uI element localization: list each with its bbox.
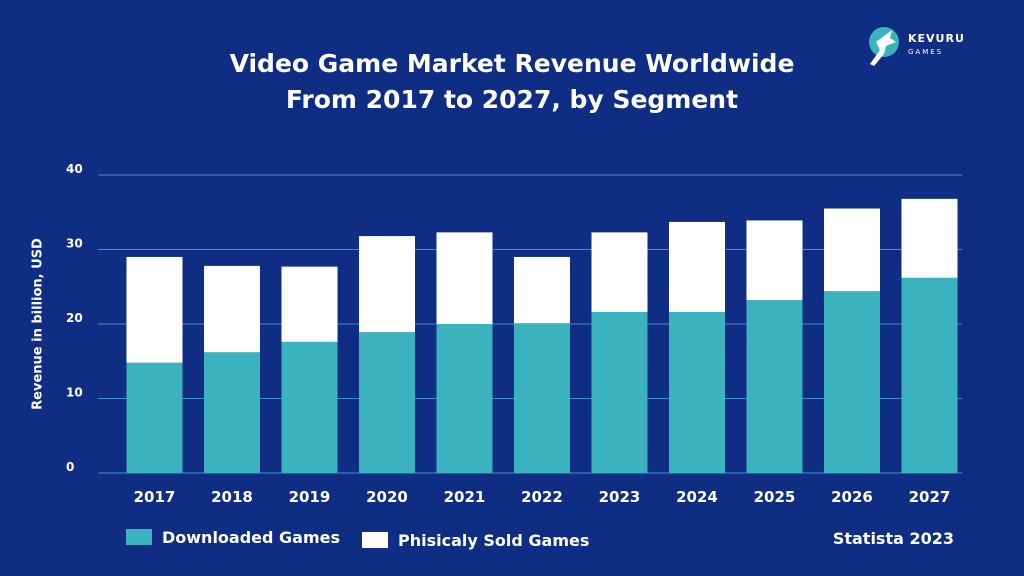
bar-downloaded-2021 (436, 324, 493, 473)
x-tick-label: 2027 (909, 488, 951, 506)
bar-physical-2026 (824, 208, 880, 292)
logo-brand-name: KEVURU (908, 32, 965, 45)
x-tick-label: 2019 (289, 488, 331, 506)
bar-physical-2022 (514, 256, 570, 324)
chart-title: Video Game Market Revenue Worldwide From… (0, 46, 1024, 118)
x-tick-label: 2024 (676, 488, 718, 506)
bar-physical-2027 (901, 198, 958, 278)
y-tick-label: 20 (66, 311, 83, 325)
axis-labels: 0 10 20 30 40 2017 2018 2019 2020 2021 2022 2023 202… (66, 162, 950, 506)
bar-physical-2025 (746, 220, 803, 301)
bar-downloaded-2019 (281, 341, 338, 473)
bar-downloaded-2026 (824, 291, 880, 473)
y-tick-label: 40 (66, 162, 83, 176)
y-tick-label: 0 (66, 460, 74, 474)
bars (126, 198, 958, 473)
gazelle-logo-icon (869, 27, 899, 66)
x-tick-label: 2021 (444, 488, 486, 506)
x-tick-label: 2026 (831, 488, 873, 506)
x-tick-label: 2023 (599, 488, 641, 506)
chart-title-line-1: Video Game Market Revenue Worldwide (229, 49, 795, 78)
x-tick-label: 2018 (211, 488, 253, 506)
bar-downloaded-2025 (746, 300, 803, 473)
x-tick-label: 2017 (134, 488, 176, 506)
bar-downloaded-2027 (901, 277, 958, 473)
bar-physical-2024 (669, 221, 725, 313)
bar-physical-2017 (126, 256, 183, 363)
legend-label-downloaded: Downloaded Games (162, 528, 341, 547)
legend-label-physical: Phisicaly Sold Games (398, 531, 590, 550)
x-tick-label: 2022 (521, 488, 563, 506)
source-credit: Statista 2023 (832, 529, 954, 548)
bar-downloaded-2018 (204, 352, 260, 473)
bar-physical-2019 (281, 266, 338, 342)
logo-brand-sub: GAMES (908, 48, 944, 56)
bar-physical-2023 (591, 232, 648, 313)
legend-swatch-downloaded (126, 529, 152, 545)
bar-physical-2020 (359, 236, 415, 333)
bar-downloaded-2023 (591, 312, 648, 473)
y-tick-label: 10 (66, 386, 83, 400)
legend-item-downloaded: Downloaded Games (126, 528, 340, 547)
bar-downloaded-2017 (126, 362, 183, 473)
chart-title-line-2: From 2017 to 2027, by Segment (285, 85, 739, 114)
y-tick-label: 30 (66, 237, 83, 251)
bar-physical-2021 (436, 232, 493, 324)
x-tick-label: 2020 (366, 488, 408, 506)
bar-downloaded-2020 (359, 332, 415, 473)
bar-physical-2018 (204, 265, 260, 353)
x-tick-label: 2025 (754, 488, 796, 506)
bar-downloaded-2022 (514, 323, 570, 473)
legend-item-physical: Phisicaly Sold Games (362, 531, 589, 550)
kevuru-games-logo: KEVURU GAMES (864, 24, 974, 72)
bar-downloaded-2024 (669, 312, 725, 473)
legend-swatch-physical (362, 532, 388, 548)
